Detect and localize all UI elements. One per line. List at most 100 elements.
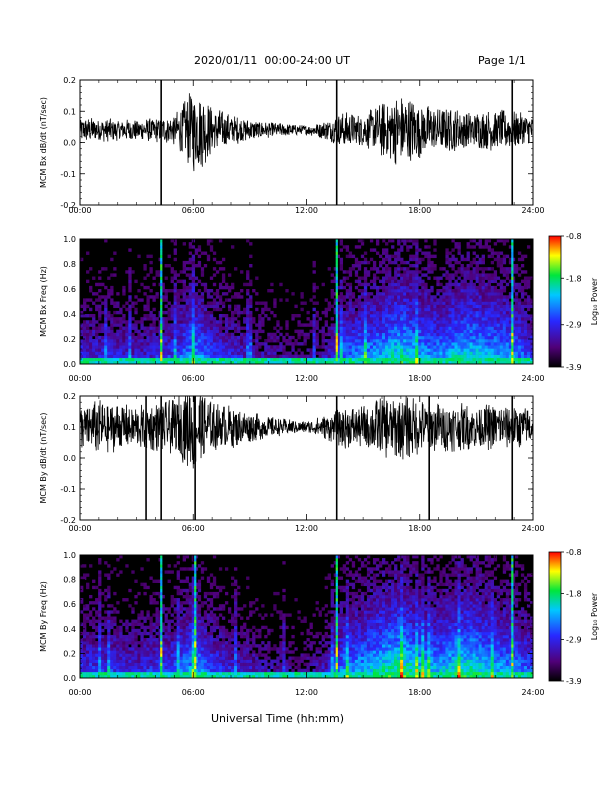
spectrogram-cell (98, 339, 102, 343)
spectrogram-cell (104, 656, 108, 660)
spectrogram-cell (215, 342, 220, 346)
spectrogram-cell (436, 335, 440, 340)
spectrogram-cell (382, 348, 386, 352)
spectrogram-cell (472, 282, 476, 287)
spectrogram-cell (421, 320, 425, 324)
spectrogram-cell (369, 357, 374, 362)
spectrogram-cell (149, 342, 153, 346)
spectrogram-cell (499, 257, 504, 262)
y-axis-label: MCM By dB/dt (nT/sec) (39, 412, 48, 503)
spectrogram-cell (309, 323, 313, 327)
spectrogram-cell (119, 656, 123, 660)
spectrogram-cell (484, 239, 488, 243)
spectrogram-cell (321, 354, 325, 359)
spectrogram-cell (348, 329, 353, 334)
spectrogram-cell (442, 317, 446, 321)
spectrogram-cell (122, 289, 126, 293)
spectrogram-cell (481, 320, 485, 324)
spectrogram-cell (451, 332, 455, 337)
spectrogram-cell (104, 295, 108, 299)
spectrogram-cell (149, 659, 153, 663)
spectrogram-cell (101, 329, 105, 334)
spectrogram-cell (372, 279, 377, 284)
spectrogram-cell (321, 360, 325, 365)
spectrogram-cell (297, 314, 301, 318)
spectrogram-cell (98, 659, 102, 663)
spectrogram-cell (104, 239, 108, 243)
spectrogram-cell (454, 310, 458, 315)
spectrogram-cell (116, 653, 120, 657)
spectrogram-cell (448, 264, 452, 268)
spectrogram-cell (318, 360, 322, 365)
spectrogram-cell (375, 304, 380, 309)
spectrogram-cell (466, 267, 470, 271)
spectrogram-cell (149, 647, 153, 651)
spectrogram-cell (351, 314, 356, 318)
spectrogram-cell (173, 662, 177, 667)
spectrogram-cell (86, 641, 90, 645)
spectrogram-cell (445, 345, 449, 349)
spectrogram-cell (493, 257, 498, 262)
spectrogram-cell (92, 616, 96, 620)
spectrogram-cell (375, 295, 380, 299)
spectrogram-cell (514, 298, 519, 302)
spectrogram-cell (433, 304, 437, 309)
spectrogram-cell (514, 314, 519, 318)
spectrogram-cell (478, 282, 482, 287)
spectrogram-cell (448, 292, 452, 296)
spectrogram-cell (182, 323, 186, 327)
spectrogram-cell (523, 320, 528, 324)
spectrogram-cell (354, 304, 359, 309)
spectrogram-cell (391, 298, 395, 302)
spectrogram-cell (409, 301, 413, 305)
spectrogram-cell (372, 320, 377, 324)
spectrogram-cell (385, 332, 389, 337)
spectrogram-cell (354, 314, 359, 318)
spectrogram-cell (451, 310, 455, 315)
spectrogram-cell (378, 323, 383, 327)
spectrogram-cell (200, 301, 205, 305)
spectrogram-cell (421, 326, 425, 330)
spectrogram-cell (104, 634, 108, 639)
spectrogram-cell (436, 351, 440, 355)
spectrogram-cell (466, 307, 470, 312)
spectrogram-cell (433, 339, 437, 343)
spectrogram-cell (342, 332, 347, 337)
spectrogram-cell (372, 326, 377, 330)
spectrogram-cell (312, 332, 316, 337)
spectrogram-cell (397, 357, 401, 362)
spectrogram-cell (179, 668, 183, 673)
spectrogram-cell (321, 326, 325, 330)
spectrogram-cell (137, 591, 141, 596)
spectrogram-cell (179, 317, 183, 321)
spectrogram-cell (351, 267, 356, 271)
spectrogram-cell (460, 254, 464, 259)
spectrogram-cell (382, 270, 386, 274)
spectrogram-cell (152, 598, 156, 602)
spectrogram-cell (511, 326, 516, 330)
spectrogram-cell (194, 317, 199, 321)
spectrogram-cell (514, 267, 519, 271)
spectrogram-cell (122, 638, 126, 642)
spectrogram-cell (520, 289, 525, 293)
spectrogram-line (335, 276, 338, 280)
spectrogram-cell (424, 289, 428, 293)
spectrogram-cell (457, 310, 461, 315)
spectrogram-cell (237, 320, 241, 324)
spectrogram-cell (113, 647, 117, 651)
spectrogram-cell (448, 295, 452, 299)
spectrogram-cell (113, 354, 117, 359)
spectrogram-cell (119, 665, 123, 670)
spectrogram-cell (116, 656, 120, 660)
spectrogram-cell (261, 320, 265, 324)
spectrogram-cell (499, 310, 504, 315)
spectrogram-line (511, 292, 514, 296)
spectrogram-cell (336, 351, 341, 355)
spectrogram-cell (179, 588, 183, 593)
spectrogram-cell (125, 351, 129, 355)
spectrogram-cell (412, 360, 416, 365)
spectrogram-cell (451, 239, 455, 243)
spectrogram-cell (152, 613, 156, 617)
spectrogram-cell (206, 317, 211, 321)
spectrogram-cell (113, 345, 117, 349)
